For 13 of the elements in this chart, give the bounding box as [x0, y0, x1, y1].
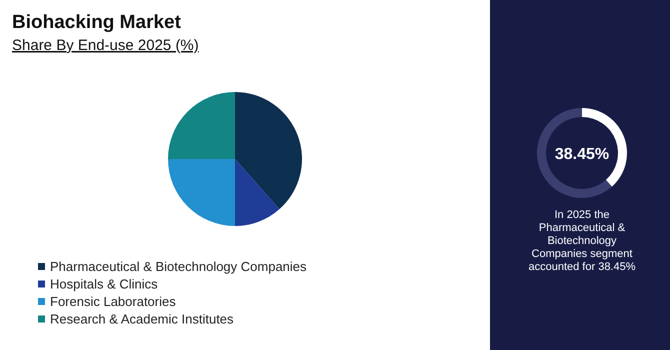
text: 38.45% [554, 146, 610, 163]
chart-title: Biohacking Market [12, 12, 182, 33]
chart-subtitle: Share By End-use 2025 (%) [12, 37, 199, 54]
pie-slice [235, 159, 280, 226]
pie-slice [168, 92, 235, 159]
pie-slice [235, 92, 302, 210]
legend-label: Hospitals & Clinics [50, 276, 158, 292]
text: In 2025 the Pharmaceutical & Biotechnology Companies segment accounted for 38.45% [528, 209, 636, 273]
legend-label: Forensic Laboratories [50, 294, 176, 309]
pie-slice [168, 159, 235, 226]
legend-label: Pharmaceutical & Biotechnology Companies [50, 259, 308, 274]
legend-label: Research & Academic Institutes [50, 312, 234, 326]
donut-slice [537, 108, 612, 198]
